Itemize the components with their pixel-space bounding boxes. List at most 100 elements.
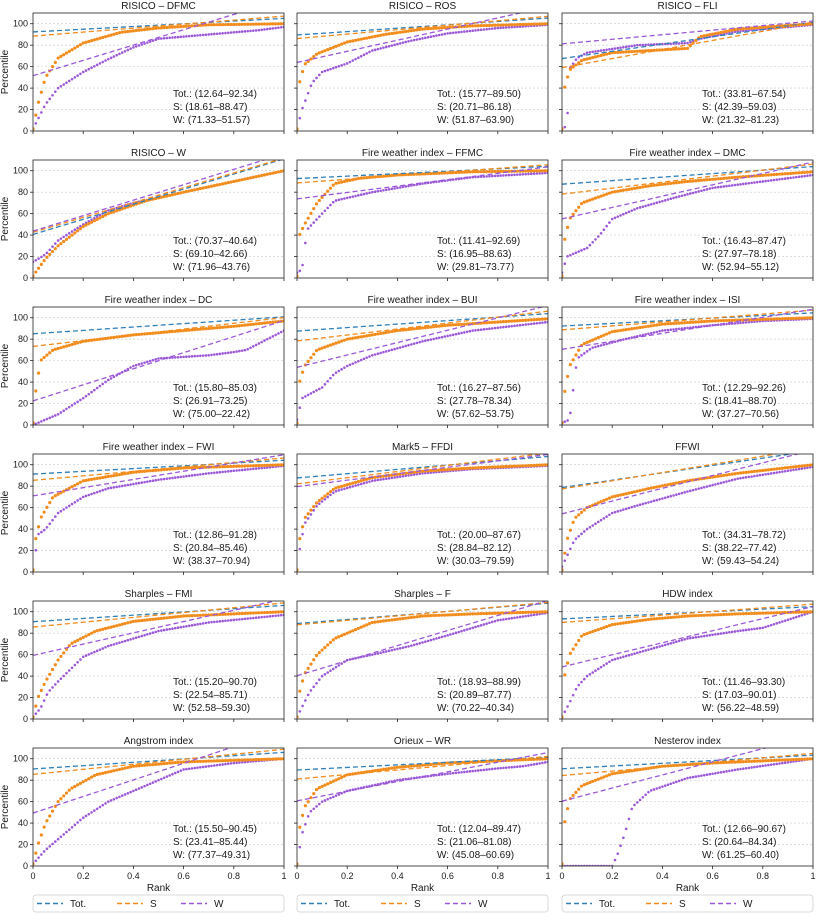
x-tick-label: 0: [30, 871, 35, 881]
point-w: [627, 210, 631, 214]
point-w: [277, 332, 280, 335]
point-w: [627, 45, 631, 48]
point-w: [808, 466, 812, 469]
point-w: [666, 642, 670, 646]
point-s: [777, 317, 782, 321]
point-w: [182, 768, 185, 771]
point-w: [154, 630, 158, 634]
point-w: [51, 518, 54, 522]
point-s: [254, 175, 258, 179]
point-w: [90, 390, 93, 394]
point-w: [538, 321, 541, 325]
point-w: [468, 627, 472, 630]
point-w: [309, 84, 313, 88]
point-w: [298, 269, 302, 273]
point-w: [691, 191, 695, 195]
point-s: [493, 169, 497, 174]
point-s: [423, 614, 427, 618]
point-w: [764, 179, 767, 183]
point-s: [84, 40, 88, 44]
stat-s: S: (69.10–42.66): [173, 249, 248, 260]
point-w: [747, 475, 751, 479]
point-w: [312, 807, 316, 811]
point-s: [621, 328, 625, 332]
point-w: [733, 478, 737, 481]
point-w: [179, 35, 183, 39]
point-w: [563, 420, 567, 423]
point-w: [602, 228, 606, 232]
point-w: [797, 467, 801, 471]
point-w: [343, 487, 346, 491]
plot-frame: [32, 747, 285, 867]
point-s: [64, 791, 69, 795]
point-s: [543, 757, 547, 761]
point-s: [243, 22, 247, 26]
point-w: [454, 631, 458, 635]
point-w: [337, 198, 341, 202]
point-w: [680, 778, 684, 782]
point-s: [655, 765, 659, 769]
point-w: [37, 709, 40, 712]
point-s: [404, 328, 408, 332]
point-w: [686, 637, 689, 640]
point-s: [109, 33, 113, 37]
point-s: [390, 618, 394, 622]
point-w: [240, 761, 244, 764]
point-w: [298, 116, 302, 120]
point-s: [50, 65, 55, 69]
point-s: [599, 334, 603, 339]
point-s: [106, 212, 110, 216]
point-w: [596, 667, 600, 671]
panel-title: Fire weather index – DC: [105, 295, 213, 306]
point-s: [337, 635, 341, 639]
point-s: [591, 629, 595, 634]
point-s: [76, 482, 80, 486]
point-s: [260, 22, 264, 26]
point-w: [309, 809, 313, 813]
point-s: [789, 758, 793, 762]
point-s: [655, 617, 659, 621]
point-s: [705, 33, 709, 37]
point-w: [789, 760, 792, 764]
point-s: [268, 757, 272, 761]
point-s: [381, 331, 386, 335]
point-w: [474, 625, 477, 629]
panel-title: RISICO – ROS: [389, 1, 457, 12]
point-s: [683, 614, 687, 618]
point-w: [249, 467, 252, 471]
point-s: [156, 468, 161, 472]
point-w: [40, 111, 43, 114]
point-w: [162, 776, 166, 780]
point-s: [599, 53, 603, 58]
point-w: [34, 122, 38, 125]
point-s: [365, 477, 369, 481]
point-w: [728, 31, 731, 35]
point-w: [87, 392, 91, 396]
point-w: [736, 321, 739, 325]
point-s: [345, 337, 349, 341]
point-s: [326, 643, 330, 647]
point-s: [251, 22, 255, 26]
point-s: [540, 757, 545, 761]
point-s: [342, 338, 347, 342]
point-s: [627, 187, 631, 191]
point-s: [568, 67, 572, 71]
point-s: [123, 30, 127, 34]
point-s: [660, 616, 665, 620]
point-w: [697, 487, 700, 490]
point-w: [315, 76, 318, 80]
point-s: [630, 620, 634, 624]
point-s: [320, 496, 324, 500]
point-w: [48, 689, 52, 692]
point-w: [527, 322, 530, 326]
point-s: [184, 24, 188, 28]
point-s: [485, 465, 489, 469]
point-w: [137, 635, 141, 639]
point-w: [638, 334, 642, 337]
point-w: [465, 770, 469, 773]
point-s: [342, 483, 347, 488]
point-s: [78, 637, 83, 641]
fit-line-w: [33, 454, 284, 497]
point-w: [59, 677, 63, 681]
